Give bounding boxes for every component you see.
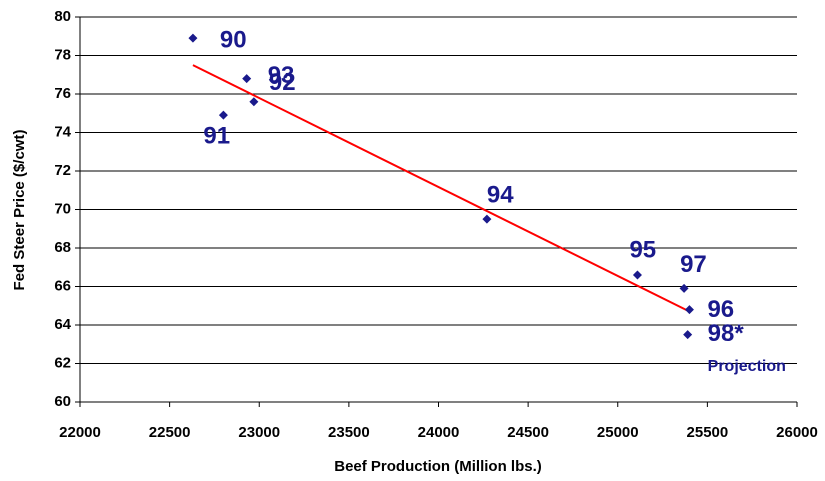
y-tick-label: 64 — [54, 316, 71, 333]
point-label: 98* — [708, 320, 745, 347]
y-tick-label: 70 — [54, 200, 71, 217]
x-tick-label: 25000 — [597, 424, 639, 441]
trend-line — [192, 64, 690, 313]
x-tick-label: 23500 — [328, 424, 370, 441]
x-tick-label: 23000 — [238, 424, 280, 441]
y-tick-label: 74 — [54, 123, 71, 140]
x-tick-label: 25500 — [687, 424, 729, 441]
point — [684, 305, 694, 315]
y-axis-title: Fed Steer Price ($/cwt) — [11, 130, 28, 291]
y-tick-label: 78 — [54, 46, 71, 63]
x-tick-label: 26000 — [776, 424, 818, 441]
x-tick-label: 22500 — [149, 424, 191, 441]
point — [188, 33, 198, 43]
x-tick-label: 24500 — [507, 424, 549, 441]
point — [632, 270, 642, 280]
point — [249, 97, 259, 107]
y-tick-label: 68 — [54, 239, 71, 256]
annotation: Projection — [708, 358, 786, 375]
y-tick-label: 60 — [54, 393, 71, 410]
x-tick-label: 22000 — [59, 424, 101, 441]
point-label: 95 — [629, 236, 656, 263]
y-tick-label: 62 — [54, 354, 71, 371]
y-tick-label: 66 — [54, 277, 71, 294]
point — [242, 74, 252, 84]
point-label: 93 — [268, 62, 295, 89]
point — [683, 330, 693, 340]
x-tick-label: 24000 — [418, 424, 460, 441]
point-label: 92 — [269, 69, 296, 96]
point-label: 90 — [220, 27, 247, 54]
point — [482, 214, 492, 224]
y-tick-label: 80 — [54, 8, 71, 25]
y-tick-label: 72 — [54, 162, 71, 179]
y-tick-label: 76 — [54, 85, 71, 102]
point-label: 94 — [487, 181, 514, 208]
x-axis-title: Beef Production (Million lbs.) — [334, 458, 542, 475]
point-label: 91 — [203, 123, 230, 150]
point — [679, 283, 689, 293]
point-label: 97 — [680, 251, 707, 278]
point-label: 96 — [707, 296, 734, 323]
point — [218, 110, 228, 120]
